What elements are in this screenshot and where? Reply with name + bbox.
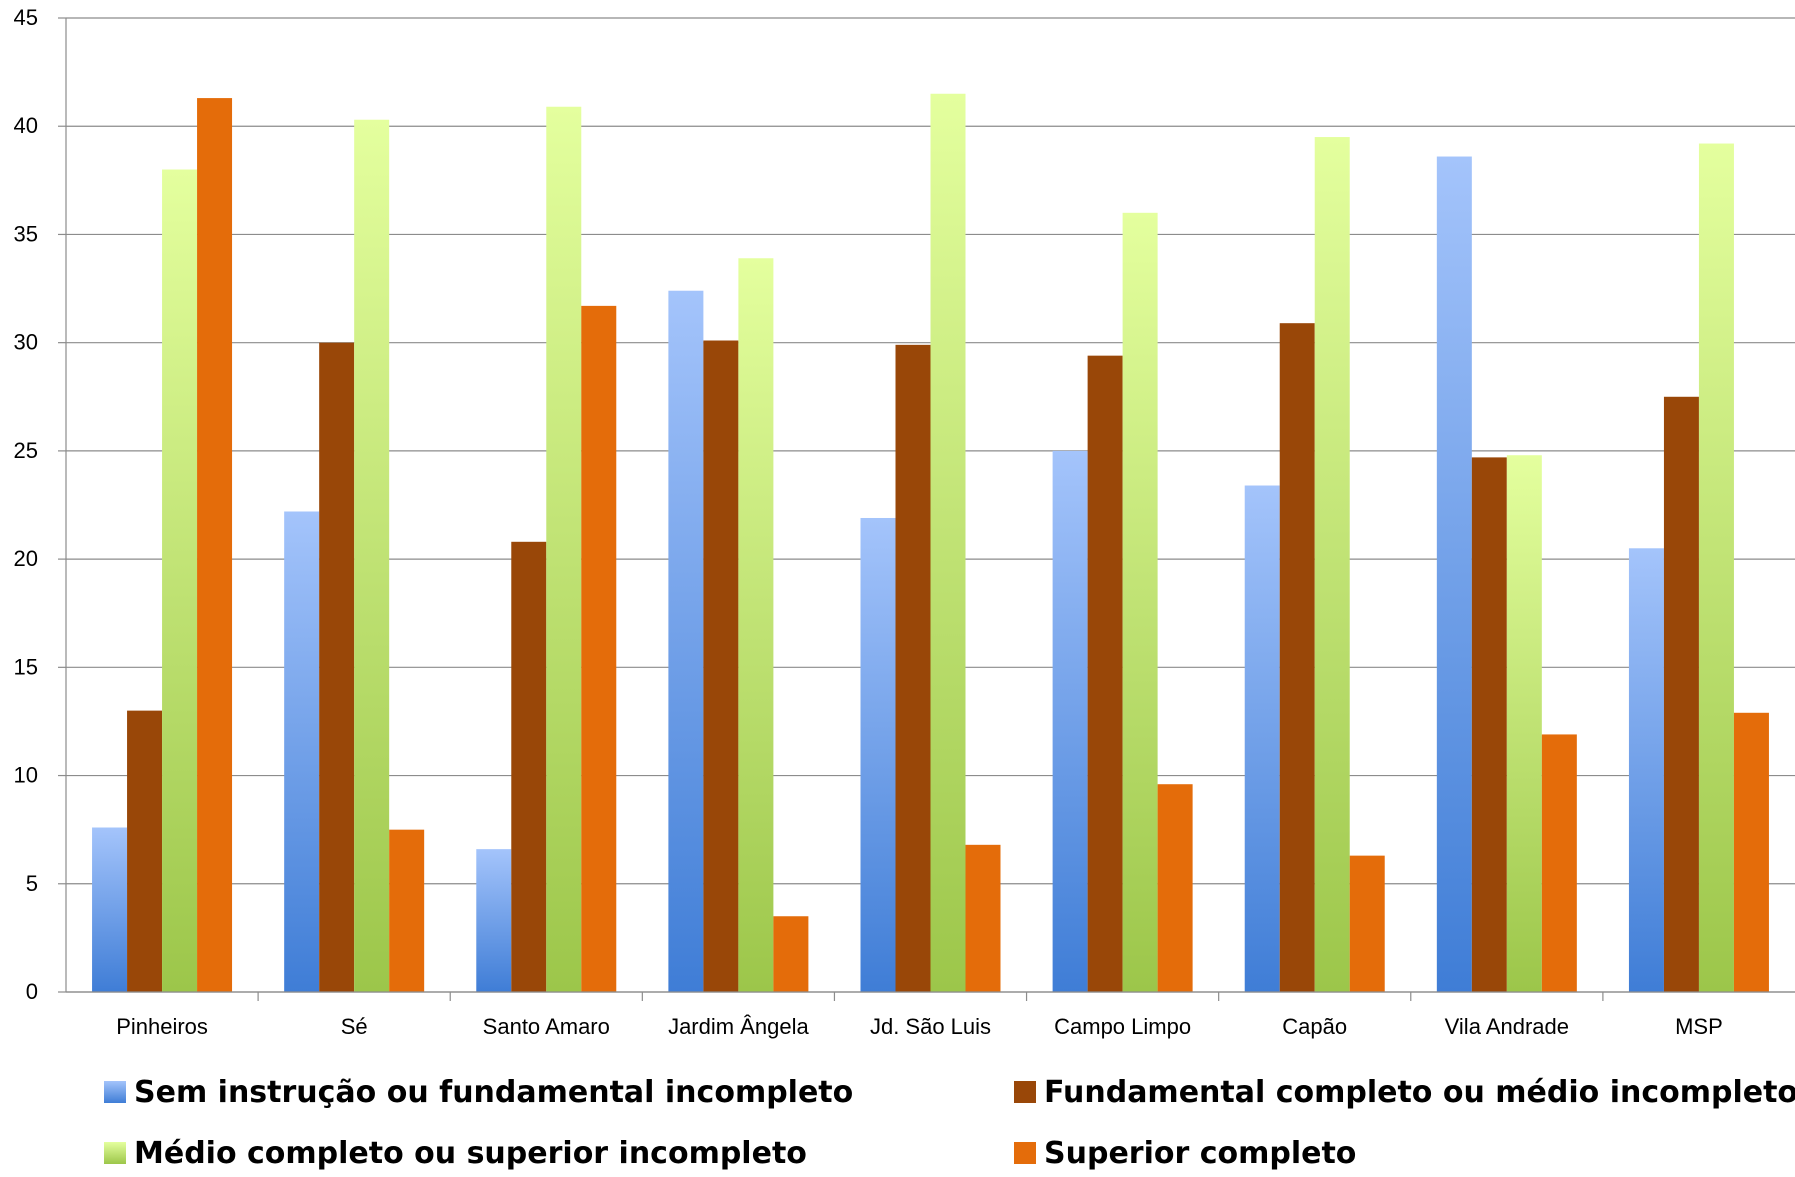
x-tick-label: MSP (1675, 1014, 1723, 1039)
legend-label: Médio completo ou superior incompleto (134, 1135, 807, 1171)
bar (1052, 450, 1088, 992)
legend-swatch-brown (1014, 1081, 1036, 1103)
bar (389, 829, 425, 992)
legend-label: Sem instrução ou fundamental incompleto (134, 1074, 854, 1110)
y-tick-label: 15 (14, 654, 38, 679)
legend-label: Fundamental completo ou médio incompleto (1044, 1074, 1795, 1110)
legend: Sem instrução ou fundamental incompleto … (0, 1060, 1795, 1177)
bar (1122, 212, 1158, 993)
bar (773, 916, 809, 992)
legend-item-superior-completo: Superior completo (1014, 1133, 1356, 1173)
legend-item-medio-completo: Médio completo ou superior incompleto (104, 1133, 807, 1173)
bar (668, 290, 704, 993)
bar (1506, 455, 1542, 992)
x-tick-label: Sé (341, 1014, 368, 1039)
y-tick-label: 5 (26, 871, 38, 896)
bar (1663, 396, 1699, 992)
bar (581, 305, 617, 993)
bar (1698, 143, 1734, 992)
bar (546, 106, 582, 992)
bar (1541, 734, 1577, 992)
bar (703, 340, 739, 993)
bar (162, 169, 198, 992)
y-tick-label: 0 (26, 979, 38, 1004)
bar (965, 844, 1001, 992)
x-tick-label: Pinheiros (116, 1014, 208, 1039)
bar (1314, 137, 1350, 993)
y-tick-label: 20 (14, 546, 38, 571)
bar (1087, 355, 1123, 992)
bar (1733, 712, 1769, 992)
x-tick-label: Vila Andrade (1445, 1014, 1569, 1039)
bar (860, 517, 896, 992)
y-tick-label: 40 (14, 113, 38, 138)
bar (1349, 855, 1385, 992)
bar (354, 119, 390, 993)
bar (738, 258, 774, 993)
bar (1471, 457, 1507, 993)
bar (319, 342, 355, 993)
bar (92, 827, 128, 992)
y-tick-label: 10 (14, 763, 38, 788)
legend-swatch-orange (1014, 1142, 1036, 1164)
x-tick-label: Jd. São Luis (870, 1014, 991, 1039)
y-tick-label: 35 (14, 221, 38, 246)
bar (511, 541, 547, 992)
y-tick-label: 30 (14, 330, 38, 355)
x-tick-label: Santo Amaro (483, 1014, 610, 1039)
bar (284, 511, 320, 992)
legend-swatch-green (104, 1142, 126, 1164)
bar (1157, 784, 1193, 992)
x-tick-label: Capão (1282, 1014, 1347, 1039)
bar (197, 98, 233, 992)
legend-item-fundamental-completo: Fundamental completo ou médio incompleto (1014, 1072, 1795, 1112)
bar (1279, 323, 1315, 993)
bar (930, 93, 966, 992)
bar (127, 710, 163, 992)
legend-item-sem-instrucao: Sem instrução ou fundamental incompleto (104, 1072, 853, 1112)
bar (1436, 156, 1472, 993)
legend-swatch-blue (104, 1081, 126, 1103)
bar (476, 849, 512, 992)
x-tick-label: Jardim Ângela (668, 1014, 809, 1039)
legend-label: Superior completo (1044, 1135, 1357, 1171)
y-tick-label: 45 (14, 5, 38, 30)
bar (1628, 548, 1664, 992)
x-tick-label: Campo Limpo (1054, 1014, 1191, 1039)
y-tick-label: 25 (14, 438, 38, 463)
bar (895, 344, 931, 992)
bar-chart: 0 5 10 15 20 25 30 35 40 45 Pinheiros Sé Santo Amaro… (14, 5, 1795, 1039)
bar (1244, 485, 1280, 992)
